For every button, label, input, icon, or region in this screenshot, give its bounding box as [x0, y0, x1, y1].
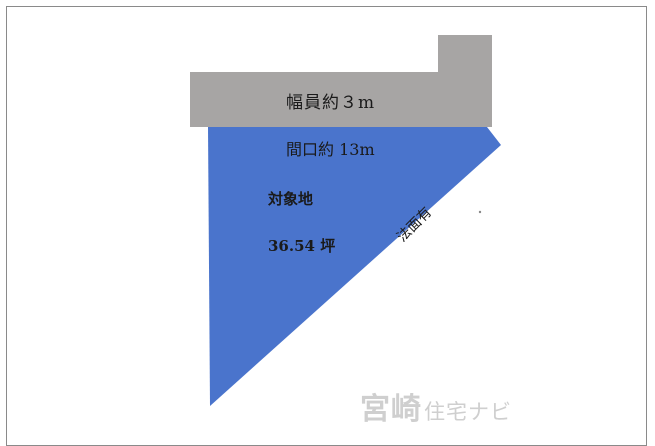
frontage-label: 間口約 13m — [286, 140, 375, 159]
stray-dot — [478, 210, 482, 214]
site-plan-diagram — [190, 35, 501, 406]
road-width-label: 幅員約３m — [286, 93, 376, 113]
site-name-label: 対象地 — [268, 190, 314, 208]
watermark-logo: 宮崎住宅ナビ — [360, 384, 512, 428]
watermark-main: 宮崎 — [360, 392, 422, 427]
watermark-sub: 住宅ナビ — [424, 400, 512, 424]
road-area — [190, 35, 492, 127]
site-parcel — [208, 127, 501, 406]
site-area-label: 36.54 坪 — [268, 237, 336, 255]
